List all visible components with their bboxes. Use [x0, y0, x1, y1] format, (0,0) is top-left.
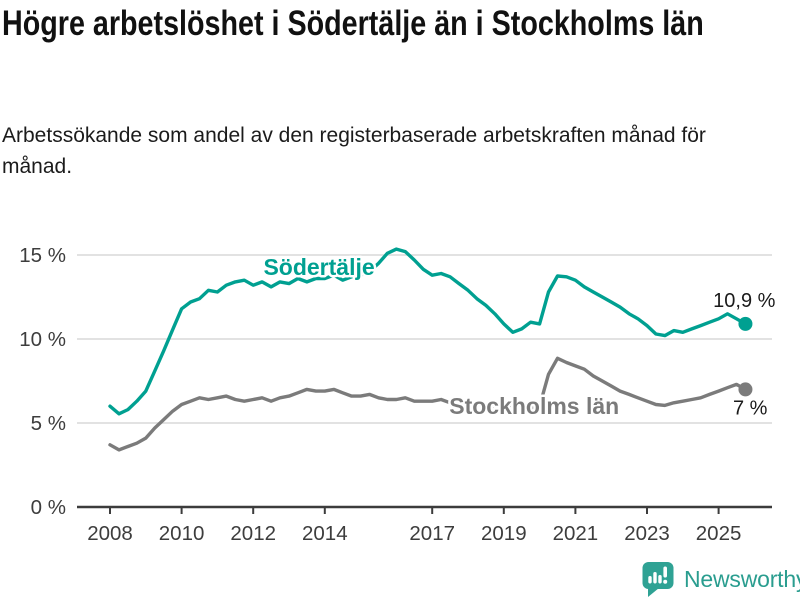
- x-axis-tick-label: 2025: [696, 522, 742, 545]
- series-end-value-label: 7 %: [733, 397, 768, 419]
- brand-footer: Newsworthy: [642, 561, 800, 598]
- series-end-dot: [738, 316, 753, 331]
- series-inline-label: Stockholms län: [449, 393, 619, 419]
- series-line: [108, 356, 748, 452]
- y-axis-tick-label: 10 %: [19, 328, 66, 351]
- x-axis-tick-label: 2023: [624, 522, 670, 545]
- y-axis-tick-label: 15 %: [19, 244, 66, 267]
- series-inline-label: Södertälje: [263, 254, 374, 280]
- x-axis-tick-label: 2021: [553, 522, 599, 545]
- series-end-dot: [738, 382, 753, 397]
- x-axis-tick-label: 2012: [230, 522, 276, 545]
- series-line: [108, 247, 748, 416]
- x-axis-tick-label: 2010: [159, 522, 205, 545]
- x-axis-tick-label: 2019: [481, 522, 527, 545]
- brand-wordmark: Newsworthy: [684, 566, 800, 592]
- x-axis-tick-label: 2017: [409, 522, 455, 545]
- x-axis-tick-label: 2014: [302, 522, 348, 545]
- series-end-value-label: 10,9 %: [713, 290, 775, 312]
- page-subtitle: Arbetssökande som andel av den registerb…: [2, 124, 706, 178]
- y-axis-tick-label: 0 %: [31, 496, 66, 519]
- newsworthy-logo bar-chart-exclamation-icon: [642, 562, 674, 597]
- page-title: Högre arbetslöshet i Södertälje än i Sto…: [2, 4, 704, 43]
- y-axis-tick-label: 5 %: [31, 412, 66, 435]
- x-axis-tick-label: 2008: [87, 522, 133, 545]
